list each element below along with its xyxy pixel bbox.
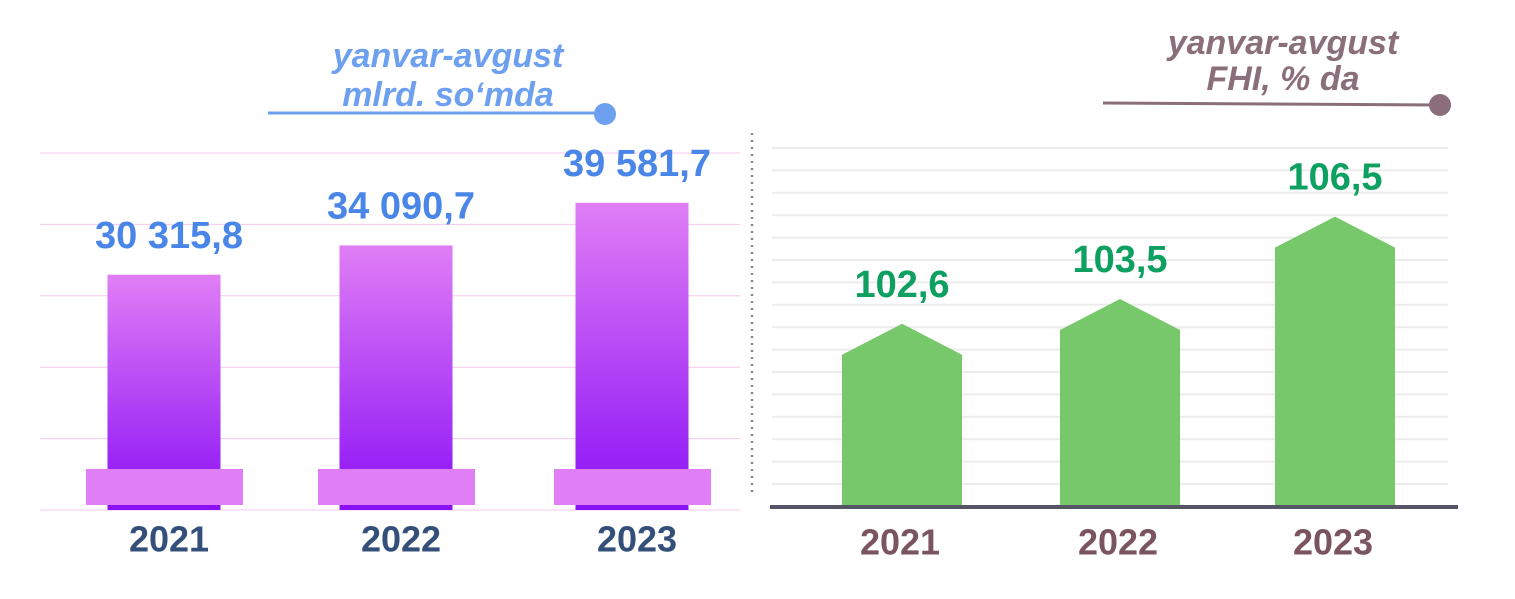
x-tick-label: 2022 xyxy=(361,519,441,560)
x-tick-label: 2021 xyxy=(860,522,940,563)
value-label: 103,5 xyxy=(1072,239,1167,281)
value-label: 102,6 xyxy=(854,264,949,306)
x-tick-label: 2023 xyxy=(1293,522,1373,563)
bar xyxy=(1275,216,1395,505)
bar-base xyxy=(554,469,711,505)
title-dot xyxy=(594,103,616,125)
value-label: 30 315,8 xyxy=(95,215,243,257)
title-line xyxy=(1102,101,1441,107)
x-tick-label: 2023 xyxy=(597,519,677,560)
decoration xyxy=(268,94,1451,492)
chart-subtitle: mlrd. so‘mda xyxy=(342,76,554,114)
value-label: 34 090,7 xyxy=(327,185,475,227)
bar xyxy=(1060,299,1180,505)
x-tick-label: 2022 xyxy=(1078,522,1158,563)
bar xyxy=(842,323,962,505)
value-label: 39 581,7 xyxy=(563,143,711,185)
bar-base xyxy=(318,469,475,505)
chart-title: yanvar-avgust xyxy=(1166,24,1400,62)
x-tick-label: 2021 xyxy=(129,519,209,560)
title-dot xyxy=(1429,94,1451,116)
value-label: 106,5 xyxy=(1287,157,1382,199)
chart-subtitle: FHI, % da xyxy=(1206,60,1359,98)
chart-title: yanvar-avgust xyxy=(331,37,565,75)
bar xyxy=(575,202,689,510)
bar xyxy=(339,245,453,511)
bar-base xyxy=(86,469,243,505)
